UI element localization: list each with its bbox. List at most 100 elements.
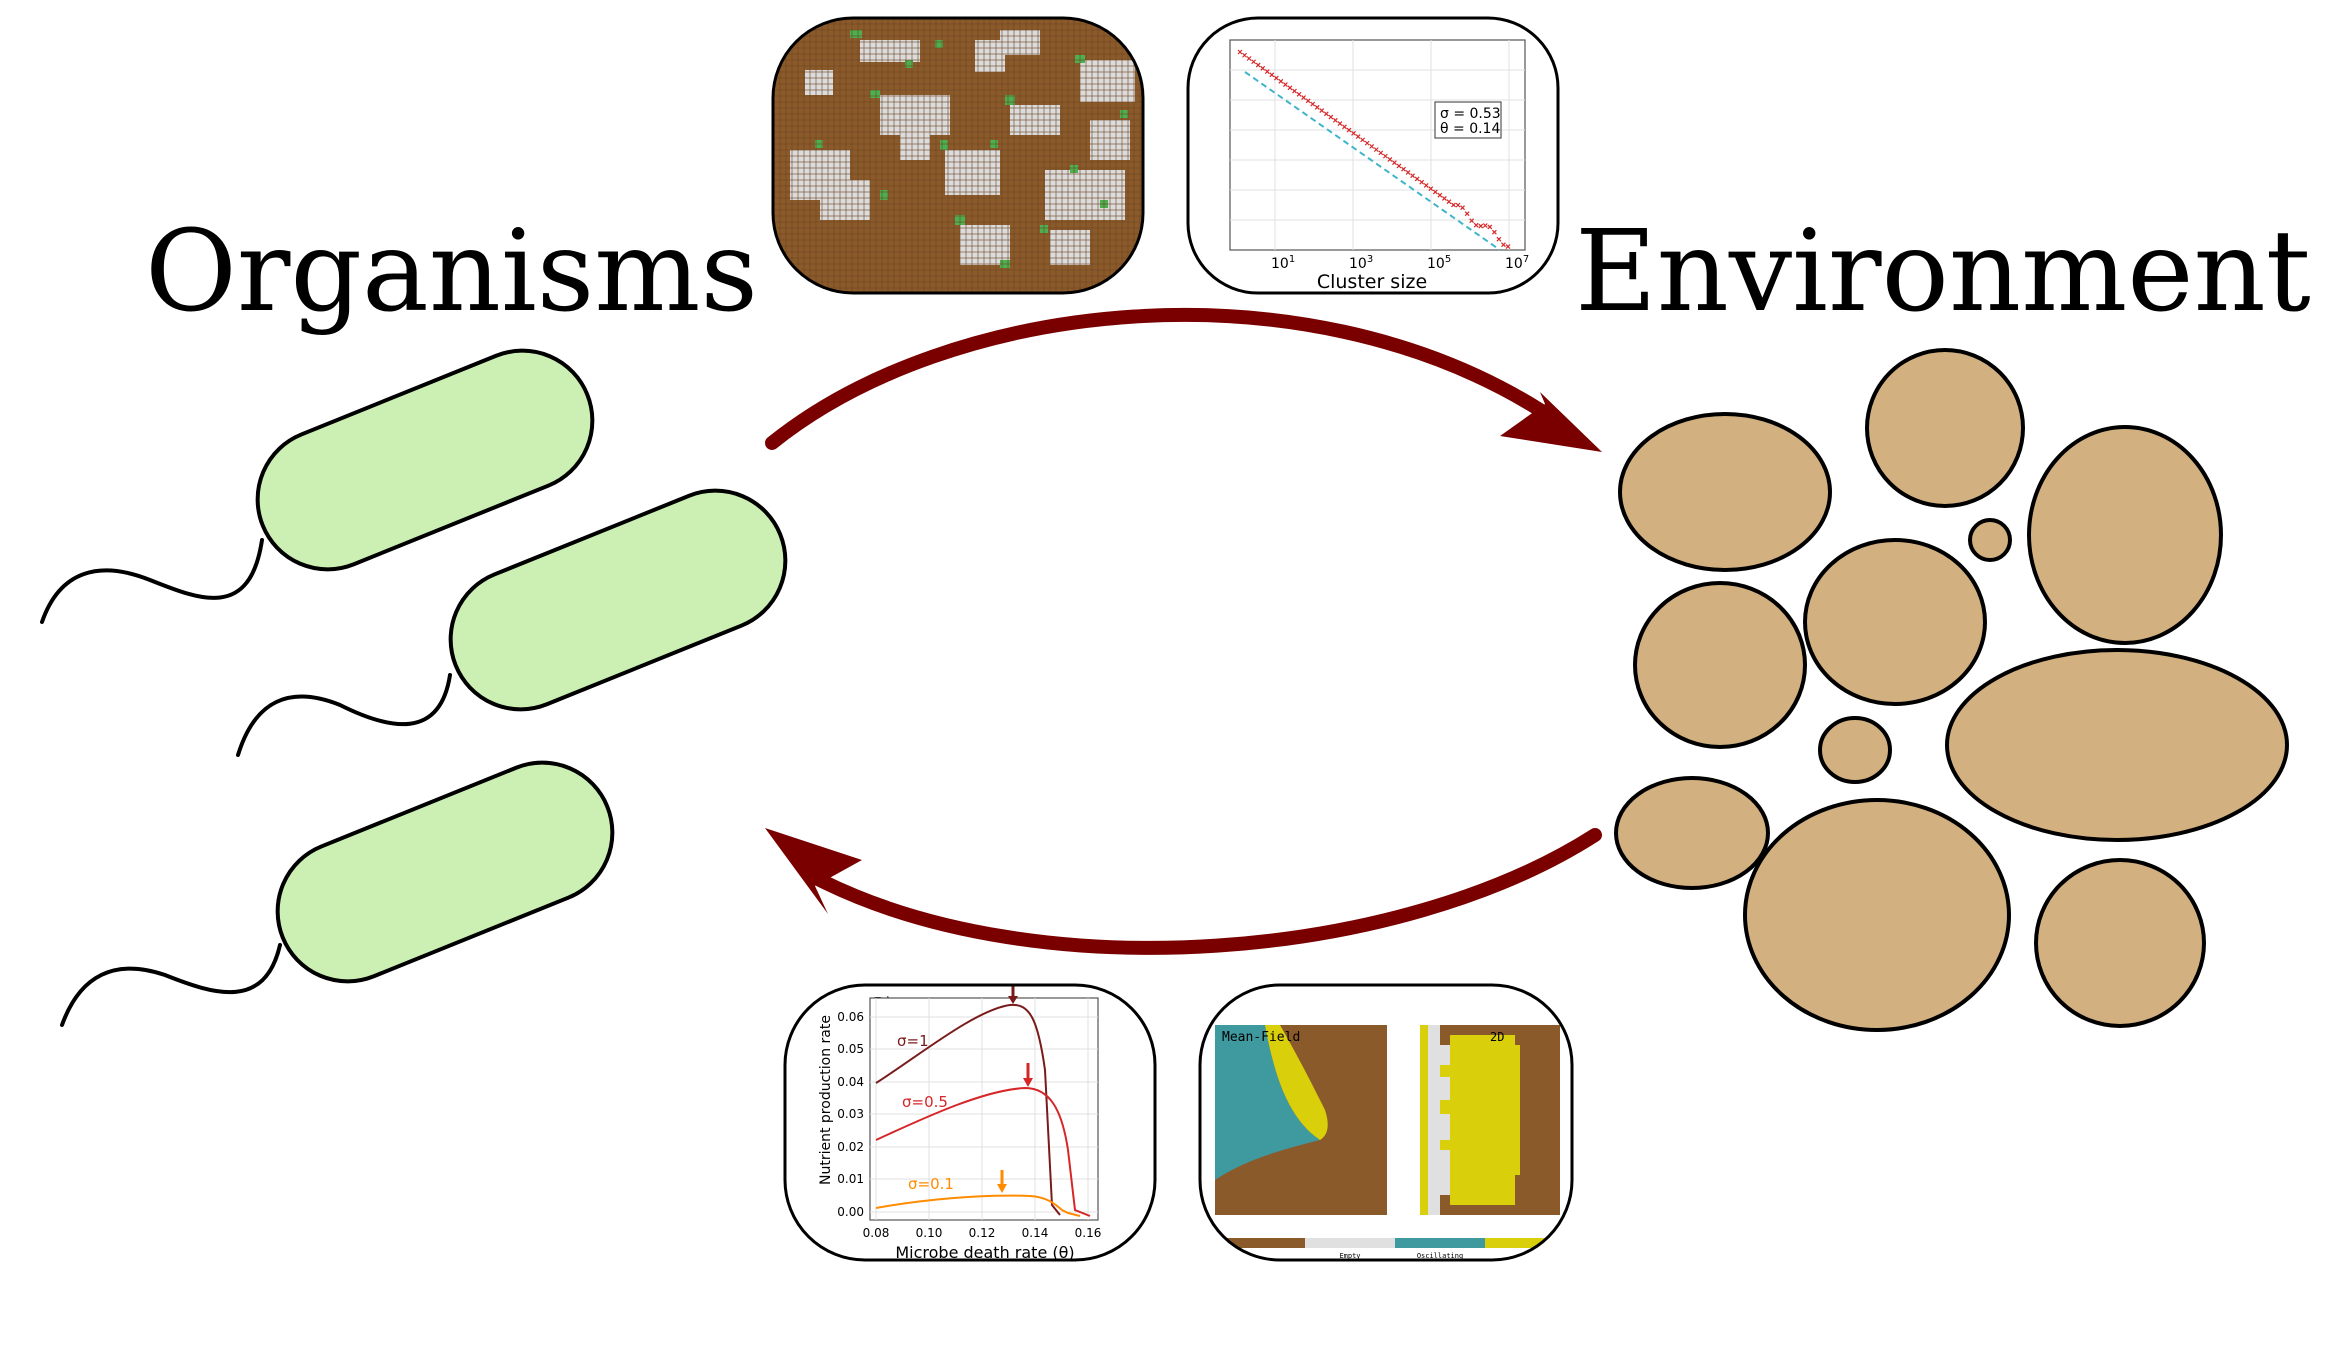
data-point bbox=[1410, 173, 1416, 179]
mean-field-title: Mean-Field bbox=[1222, 1030, 1300, 1045]
data-point bbox=[1478, 223, 1484, 229]
data-point bbox=[1296, 91, 1302, 97]
legend-oscillating: Oscillating bbox=[1417, 1252, 1463, 1260]
data-point bbox=[1378, 150, 1384, 156]
curve-sigma-0.1 bbox=[875, 1194, 1081, 1217]
mean-field-map: Mean-Field bbox=[1215, 1025, 1387, 1215]
data-point bbox=[1401, 166, 1406, 172]
data-point bbox=[1455, 202, 1461, 208]
svg-text:0.05: 0.05 bbox=[837, 1042, 864, 1056]
data-point bbox=[1464, 211, 1470, 217]
data-point bbox=[1292, 88, 1297, 94]
data-point bbox=[1396, 163, 1402, 169]
cluster-distribution-panel: σ = 0.53 θ = 0.14 101 103 105 107 Cluste… bbox=[1186, 16, 1560, 295]
soil-grain bbox=[1818, 716, 1892, 784]
bacterium-2 bbox=[236, 488, 788, 757]
x-ticks: 0.08 0.10 0.12 0.14 0.16 bbox=[863, 1226, 1102, 1240]
svg-text:0.02: 0.02 bbox=[837, 1140, 864, 1154]
soil-grain bbox=[1968, 518, 2012, 562]
data-point bbox=[1260, 65, 1266, 71]
plot-area bbox=[869, 997, 1099, 1221]
power-law-fit bbox=[1244, 71, 1501, 251]
data-point bbox=[1301, 95, 1307, 100]
data-point bbox=[1487, 224, 1493, 230]
arrowhead-right bbox=[1500, 392, 1602, 452]
soil-grain bbox=[1633, 581, 1807, 749]
data-point bbox=[1237, 49, 1243, 55]
bacterium-body bbox=[255, 348, 595, 572]
series-label-sigma-1: σ=1 bbox=[897, 1032, 929, 1050]
data-point bbox=[1469, 218, 1475, 224]
data-point bbox=[1332, 117, 1338, 123]
data-point bbox=[1496, 236, 1502, 242]
annotation-box bbox=[1434, 101, 1502, 139]
data-points bbox=[1237, 49, 1511, 249]
curve-sigma-0.5 bbox=[875, 1086, 1091, 1217]
data-point bbox=[1482, 223, 1488, 228]
series-label-sigma-0.5: σ=0.5 bbox=[902, 1093, 948, 1111]
svg-text:0.08: 0.08 bbox=[863, 1226, 890, 1240]
peak-arrowhead bbox=[997, 1184, 1007, 1193]
svg-text:107: 107 bbox=[1505, 254, 1529, 272]
flagellum bbox=[236, 673, 452, 757]
feedback-arrows bbox=[765, 307, 1602, 955]
data-point bbox=[1342, 124, 1347, 130]
data-point bbox=[1282, 82, 1288, 87]
2d-map: 2D bbox=[1420, 1025, 1560, 1215]
svg-text:0.06: 0.06 bbox=[837, 1010, 864, 1024]
soil-grain bbox=[1803, 538, 1987, 706]
data-point bbox=[1505, 244, 1511, 249]
data-point bbox=[1323, 111, 1329, 117]
y-ticks: 0.06 0.05 0.04 0.03 0.02 0.01 0.00 bbox=[837, 1010, 864, 1219]
curve-sigma-1 bbox=[875, 1003, 1061, 1216]
2d-title: 2D bbox=[1490, 1030, 1504, 1044]
data-point bbox=[1491, 229, 1497, 235]
x-ticks: 101 103 105 107 bbox=[1271, 254, 1529, 272]
data-point bbox=[1355, 134, 1361, 140]
annotation-theta: θ = 0.14 bbox=[1440, 121, 1500, 137]
data-point bbox=[1419, 179, 1425, 185]
data-point bbox=[1346, 127, 1352, 133]
xtick-exponent: 1 bbox=[1289, 254, 1295, 265]
data-point bbox=[1387, 156, 1393, 162]
xtick-exponent: 5 bbox=[1445, 254, 1451, 265]
svg-text:0.10: 0.10 bbox=[916, 1226, 943, 1240]
data-point bbox=[1405, 169, 1411, 175]
data-point bbox=[1328, 114, 1334, 120]
bacteria-group bbox=[40, 348, 788, 1027]
data-point bbox=[1392, 160, 1397, 166]
arrowhead-left bbox=[765, 828, 862, 914]
svg-text:101: 101 bbox=[1271, 254, 1295, 272]
peak-arrowhead bbox=[1008, 996, 1018, 1004]
organisms-title: Organisms bbox=[145, 207, 758, 337]
x-axis-label: Cluster size bbox=[1317, 271, 1427, 293]
annotation-sigma: σ = 0.53 bbox=[1440, 106, 1501, 122]
data-point bbox=[1255, 62, 1261, 68]
data-point bbox=[1360, 137, 1366, 143]
data-point bbox=[1432, 189, 1438, 195]
data-point bbox=[1460, 205, 1466, 211]
svg-text:0.14: 0.14 bbox=[1022, 1226, 1049, 1240]
arrow-organisms-to-environment bbox=[765, 307, 1547, 450]
soil-grain bbox=[1614, 776, 1770, 890]
grid-lines bbox=[870, 998, 1098, 1220]
data-point bbox=[1428, 186, 1434, 192]
data-point bbox=[1382, 153, 1388, 159]
data-point bbox=[1364, 140, 1370, 146]
svg-text:103: 103 bbox=[1349, 254, 1373, 272]
data-point bbox=[1446, 199, 1452, 205]
xtick-exponent: 3 bbox=[1367, 254, 1373, 265]
peak-arrowhead bbox=[1023, 1078, 1033, 1087]
svg-text:0.04: 0.04 bbox=[837, 1075, 864, 1089]
soil-grain bbox=[1945, 648, 2289, 842]
series-label-sigma-0.1: σ=0.1 bbox=[908, 1175, 954, 1193]
xtick-exponent: 7 bbox=[1523, 254, 1529, 265]
data-point bbox=[1473, 222, 1479, 228]
data-point bbox=[1251, 59, 1257, 65]
flagellum bbox=[60, 943, 282, 1027]
lattice-snapshot-panel bbox=[771, 16, 1145, 295]
data-point bbox=[1314, 104, 1320, 110]
arrow-environment-to-organisms bbox=[813, 828, 1602, 955]
bacterium-3 bbox=[60, 760, 615, 1027]
